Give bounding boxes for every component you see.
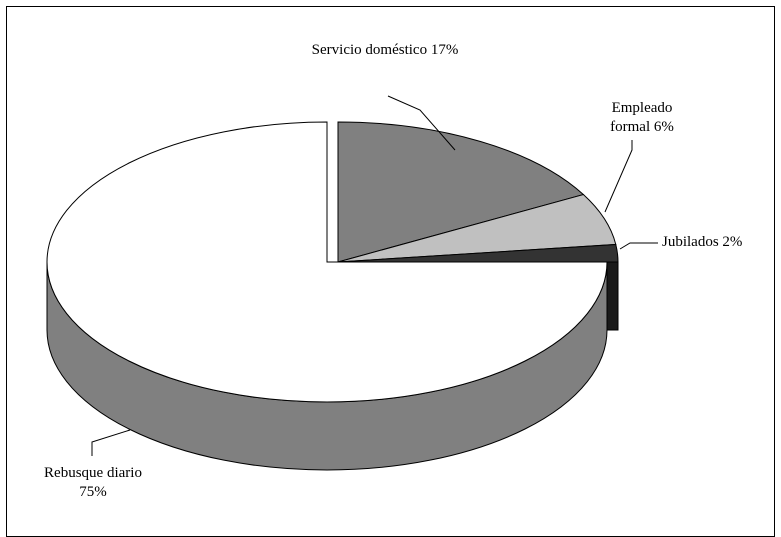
label-name: Jubilados — [662, 234, 719, 250]
label-value: 2% — [722, 234, 743, 250]
label-value: 6% — [653, 119, 674, 135]
data-label: Jubilados 2% — [662, 233, 772, 252]
leader-lines — [91, 95, 658, 456]
label-name: Empleado formal — [610, 100, 673, 135]
label-name: Rebusque diario — [44, 465, 142, 481]
leader-line — [91, 429, 131, 456]
pie — [46, 121, 619, 471]
label-value: 75% — [79, 484, 107, 500]
slice — [337, 121, 585, 263]
leader-line — [604, 140, 633, 213]
leader-line — [619, 242, 658, 250]
data-label: Rebusque diario 75% — [38, 464, 148, 502]
data-label: Servicio doméstico 17% — [300, 41, 470, 60]
label-value: 17% — [430, 42, 459, 58]
slice — [337, 243, 619, 263]
leader-line — [387, 95, 456, 151]
data-label: Empleado formal 6% — [592, 99, 692, 137]
slice — [46, 121, 608, 403]
label-name: Servicio doméstico — [311, 42, 428, 58]
